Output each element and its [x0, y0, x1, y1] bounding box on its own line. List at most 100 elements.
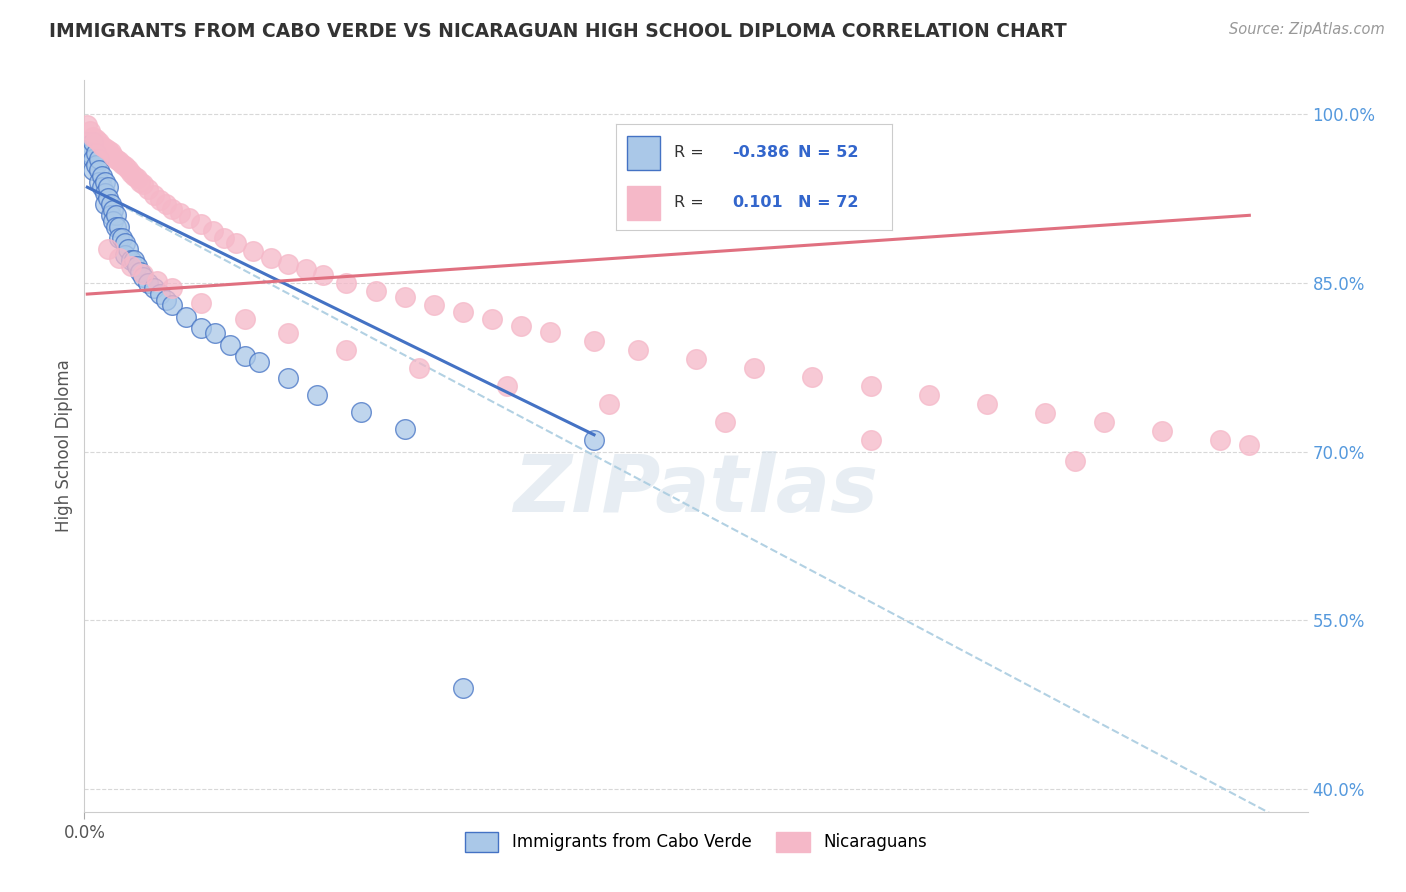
Point [335, 343, 357, 358]
Point [160, 281, 183, 295]
Point [160, 298, 183, 312]
Point [82, 152, 104, 166]
Point [155, 293, 177, 307]
Point [1150, 425, 1173, 439]
Text: IMMIGRANTS FROM CABO VERDE VS NICARAGUAN HIGH SCHOOL DIPLOMA CORRELATION CHART: IMMIGRANTS FROM CABO VERDE VS NICARAGUAN… [49, 22, 1067, 41]
Point [108, 219, 131, 234]
Point [125, 171, 148, 186]
Point [128, 264, 150, 278]
Point [212, 231, 235, 245]
Point [111, 156, 134, 170]
Point [685, 352, 707, 367]
Point [108, 154, 131, 169]
Point [307, 388, 329, 402]
Point [117, 242, 139, 256]
Point [742, 361, 765, 376]
Point [143, 188, 166, 202]
Point [111, 231, 134, 245]
Point [335, 276, 357, 290]
Point [277, 326, 299, 341]
Point [350, 405, 373, 419]
Point [859, 434, 882, 448]
Point [714, 416, 737, 430]
Point [233, 349, 256, 363]
Point [260, 251, 283, 265]
Point [201, 224, 224, 238]
Point [277, 371, 299, 385]
Point [105, 152, 128, 166]
Point [394, 422, 416, 436]
Point [103, 214, 125, 228]
Point [131, 267, 153, 281]
Point [451, 681, 474, 695]
Point [87, 152, 110, 166]
Point [364, 284, 387, 298]
Point [160, 202, 183, 216]
Point [976, 397, 998, 411]
Point [204, 326, 226, 341]
Point [190, 217, 212, 231]
Point [108, 231, 131, 245]
Point [1092, 416, 1115, 430]
Point [76, 135, 98, 149]
Point [247, 354, 270, 368]
Point [451, 305, 474, 319]
Point [277, 257, 299, 271]
Point [510, 318, 533, 333]
Point [143, 281, 166, 295]
Point [84, 132, 107, 146]
Point [481, 311, 503, 326]
Point [120, 253, 142, 268]
Point [105, 208, 128, 222]
Point [87, 135, 110, 149]
Point [84, 158, 107, 172]
Point [93, 197, 115, 211]
Point [179, 211, 201, 225]
Point [128, 175, 150, 189]
Point [97, 242, 120, 256]
Point [82, 163, 104, 178]
Point [93, 186, 115, 200]
Point [169, 206, 191, 220]
Point [114, 236, 136, 251]
Point [149, 287, 172, 301]
Point [408, 361, 430, 376]
Point [100, 197, 122, 211]
Point [84, 146, 107, 161]
Point [423, 298, 446, 312]
Point [97, 180, 120, 194]
Point [120, 259, 142, 273]
Point [1063, 453, 1085, 467]
Point [117, 162, 139, 177]
Point [131, 177, 153, 191]
Point [918, 388, 941, 402]
Point [79, 141, 101, 155]
Point [190, 296, 212, 310]
Point [312, 268, 335, 282]
Point [583, 334, 606, 349]
Point [93, 141, 115, 155]
Point [859, 379, 882, 393]
Point [82, 129, 104, 144]
Point [1239, 438, 1261, 452]
Point [598, 397, 620, 411]
Point [93, 175, 115, 189]
Point [138, 276, 160, 290]
Point [131, 270, 153, 285]
Point [114, 248, 136, 262]
Point [122, 253, 145, 268]
Point [1035, 406, 1057, 420]
Point [294, 262, 316, 277]
Point [155, 197, 177, 211]
Point [100, 145, 122, 160]
Y-axis label: High School Diploma: High School Diploma [55, 359, 73, 533]
Point [76, 118, 98, 132]
Point [233, 311, 256, 326]
Point [79, 124, 101, 138]
Point [97, 191, 120, 205]
Point [79, 146, 101, 161]
Point [90, 138, 112, 153]
Point [190, 321, 212, 335]
Point [174, 310, 197, 324]
Point [87, 163, 110, 178]
